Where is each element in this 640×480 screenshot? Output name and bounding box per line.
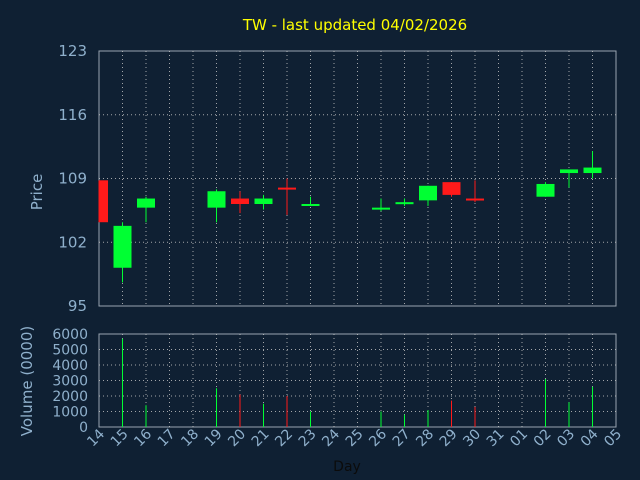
x-tick-label: 16 [131, 426, 155, 450]
candle-body [137, 198, 155, 208]
x-tick-label: 21 [249, 426, 273, 450]
x-tick-label: 24 [319, 426, 343, 450]
x-tick-label: 04 [578, 426, 602, 450]
volume-bars [122, 338, 593, 427]
x-tick-labels: 14 15 16 17 18 19 20 21 22 23 24 25 26 27 28 29 30 31 01 02… [84, 426, 625, 450]
price-y-tick-label: 123 [58, 42, 87, 60]
x-axis-label: Day [333, 459, 361, 475]
x-tick-label: 02 [531, 426, 555, 450]
volume-plot-frame [98, 333, 617, 428]
volume-y-tick-label: 4000 [52, 358, 88, 374]
x-tick-label: 03 [554, 426, 578, 450]
candle-body [419, 185, 437, 201]
price-axis-label: Price [28, 174, 46, 211]
candle-body [278, 187, 296, 190]
volume-grid [98, 333, 617, 428]
x-tick-label: 17 [155, 426, 179, 450]
candle-body [372, 207, 390, 210]
volume-y-tick-label: 6000 [52, 327, 88, 343]
candle-body [113, 225, 132, 268]
x-tick-label: 25 [343, 426, 367, 450]
price-y-tick-label: 95 [68, 297, 87, 315]
candle-body [560, 169, 578, 174]
price-y-ticks: 123 116 109 102 95 [58, 42, 87, 315]
price-y-tick-label: 102 [58, 233, 87, 251]
x-tick-label: 26 [366, 426, 390, 450]
candle-body [395, 202, 414, 205]
x-tick-label: 23 [296, 426, 320, 450]
price-grid [98, 50, 617, 307]
x-tick-label: 28 [413, 426, 437, 450]
x-tick-label: 19 [202, 426, 226, 450]
candle-body [466, 198, 484, 201]
x-tick-label: 20 [225, 426, 249, 450]
volume-y-tick-label: 3000 [52, 374, 88, 390]
volume-y-tick-label: 5000 [52, 343, 88, 359]
chart-title: TW - last updated 04/02/2026 [242, 16, 467, 34]
candle-body [231, 198, 249, 204]
x-tick-label: 15 [108, 426, 132, 450]
candle-body [536, 183, 555, 197]
x-tick-label: 31 [484, 426, 508, 450]
volume-y-tick-label: 1000 [52, 405, 88, 421]
x-tick-label: 05 [601, 426, 625, 450]
candle-body [442, 182, 461, 195]
candle-body [583, 167, 602, 174]
volume-axis-label: Volume (0000) [18, 326, 36, 436]
candle-body [99, 180, 108, 223]
candle-body [207, 191, 226, 208]
price-y-tick-label: 116 [58, 106, 87, 124]
x-tick-label: 27 [390, 426, 414, 450]
price-y-tick-label: 109 [58, 170, 87, 188]
volume-y-tick-label: 0 [79, 420, 88, 436]
x-tick-label: 18 [178, 426, 202, 450]
candle-body [301, 204, 320, 206]
x-tick-label: 29 [437, 426, 461, 450]
volume-y-tick-label: 2000 [52, 389, 88, 405]
x-tick-label: 01 [507, 426, 531, 450]
x-tick-label: 30 [460, 426, 484, 450]
price-candles [98, 151, 602, 283]
x-tick-label: 22 [272, 426, 296, 450]
candle-body [254, 198, 273, 204]
